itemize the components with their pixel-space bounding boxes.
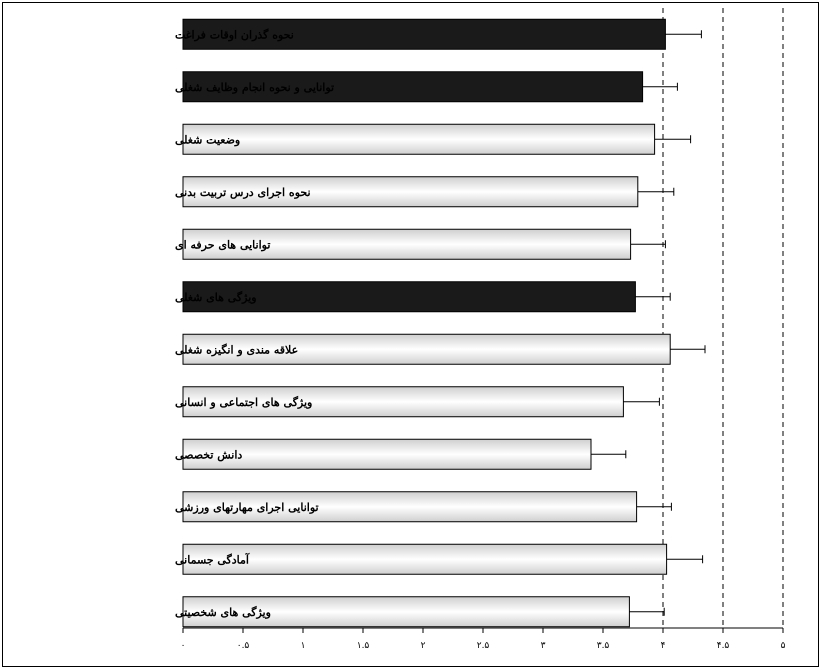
x-tick-label-1: ۰.۵: [237, 641, 250, 651]
bar-9: [182, 491, 638, 523]
bar-1: [182, 71, 644, 103]
x-tick-label-9: ۴.۵: [717, 641, 730, 651]
bar-10: [182, 543, 668, 575]
category-label-3: نحوه اجرای درس تربیت بدنی: [175, 186, 311, 199]
x-tick-label-10: ۵: [781, 641, 786, 651]
category-label-4: توانایی های حرفه ای: [175, 238, 270, 251]
category-label-11: ویژگی های شخصیتی: [175, 605, 271, 619]
bar-6: [182, 333, 671, 365]
x-tick-label-8: ۴: [661, 641, 666, 651]
x-tick-label-4: ۲: [421, 641, 426, 651]
category-label-2: وضعیت شغلی: [175, 133, 240, 146]
reference-lines: [662, 8, 784, 628]
x-axis: ۰ ۰.۵ ۱ ۱.۵ ۲ ۲.۵ ۳ ۳.۵ ۴ ۴.۵ ۵: [181, 627, 786, 651]
bar-4: [182, 228, 632, 260]
category-label-6: علاقه مندی و انگیزه شغلی: [175, 342, 298, 356]
bars: [182, 18, 706, 628]
category-label-1: توانایی و نحوه انجام وظایف شغلی: [175, 81, 334, 94]
bar-0: [182, 18, 666, 50]
x-tick-label-7: ۳.۵: [597, 641, 610, 651]
x-tick-label-0: ۰: [181, 641, 186, 651]
bar-3: [182, 176, 639, 208]
category-labels: نحوه گذران اوقات فراغت توانایی و نحوه انج…: [175, 27, 334, 619]
category-label-7: ویژگی های اجتماعی و انسانی: [175, 395, 312, 409]
x-tick-label-3: ۱.۵: [357, 641, 370, 651]
category-label-5: ویژگی های شغلی: [175, 290, 257, 304]
category-label-9: توانایی اجرای مهارتهای ورزشی: [175, 501, 319, 514]
bar-8: [182, 438, 592, 470]
category-label-10: آمادگی جسمانی: [175, 552, 250, 566]
x-tick-label-6: ۳: [541, 641, 546, 651]
bar-7: [182, 386, 624, 418]
bar-11: [182, 596, 630, 628]
category-label-0: نحوه گذران اوقات فراغت: [175, 27, 294, 41]
x-tick-label-5: ۲.۵: [477, 641, 490, 651]
bar-5: [182, 281, 636, 313]
x-tick-label-2: ۱: [301, 641, 306, 651]
category-label-8: دانش تخصصی: [175, 448, 242, 461]
bar-2: [182, 123, 656, 155]
